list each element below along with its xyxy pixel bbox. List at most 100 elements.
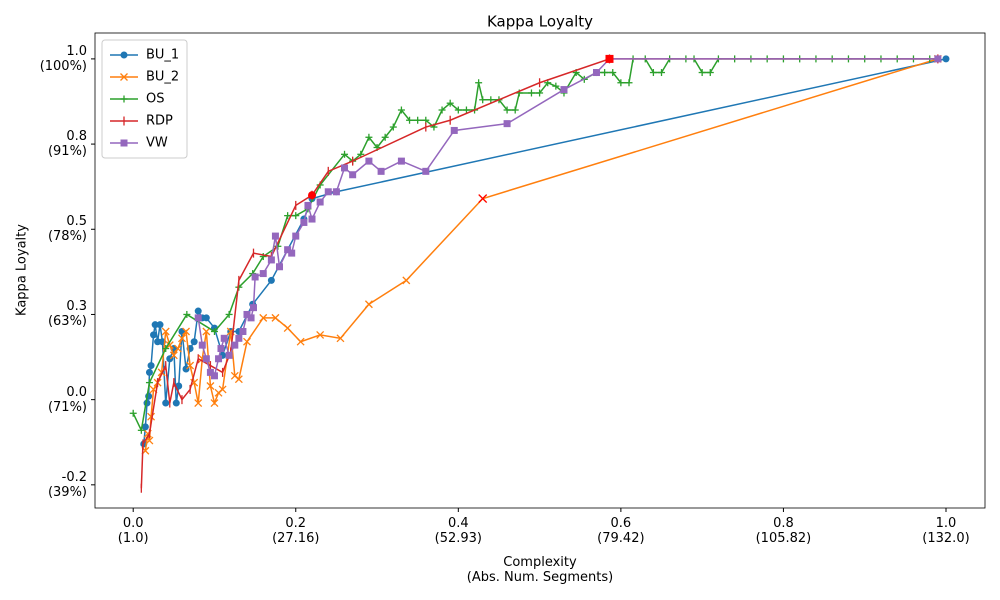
data-point	[304, 201, 312, 209]
marker-part	[156, 321, 164, 329]
marker-part	[336, 334, 345, 343]
x-tick-label: 1.0 (132.0)	[922, 516, 970, 546]
data-point	[934, 55, 942, 63]
x-tick-label: 0.0 (1.0)	[117, 516, 149, 546]
marker-part	[162, 399, 170, 407]
y-tick-label: 0.3 (63%)	[47, 299, 87, 330]
marker-part	[300, 218, 308, 226]
marker-part	[230, 371, 239, 380]
marker-part	[308, 215, 316, 223]
data-point	[397, 106, 405, 114]
marker-part	[182, 327, 190, 336]
data-point	[220, 334, 228, 342]
marker-part	[172, 399, 180, 407]
data-point	[397, 157, 405, 165]
data-point	[284, 212, 292, 220]
data-point	[194, 314, 202, 322]
marker-part	[934, 55, 942, 63]
marker-part	[259, 270, 267, 278]
marker-part	[215, 355, 223, 363]
legend-label: RDP	[146, 114, 173, 129]
marker-part	[235, 334, 243, 342]
marker-part	[284, 246, 292, 254]
data-point	[267, 276, 275, 284]
marker-part	[202, 314, 210, 322]
marker-part	[147, 412, 156, 421]
chart-title: Kappa Loyalty	[487, 13, 593, 31]
marker-part	[169, 351, 178, 360]
marker-part	[605, 54, 614, 63]
data-point	[186, 361, 195, 370]
data-point	[178, 334, 186, 343]
marker-part	[349, 171, 357, 179]
marker-part	[450, 126, 458, 134]
data-point	[151, 321, 159, 329]
marker-part	[324, 188, 332, 196]
data-point	[234, 375, 243, 384]
data-point	[243, 310, 251, 318]
data-point	[536, 89, 544, 97]
x-tick-label: 0.8 (105.82)	[755, 516, 812, 546]
marker-part	[259, 313, 268, 322]
data-point	[162, 345, 170, 353]
series-line	[132, 58, 938, 433]
data-point	[206, 368, 214, 376]
marker-part	[377, 167, 385, 175]
data-point	[625, 79, 633, 87]
data-point	[365, 157, 373, 165]
data-point	[182, 327, 190, 336]
data-point	[698, 69, 706, 77]
data-point	[365, 133, 373, 141]
marker-part	[165, 341, 174, 350]
data-point	[454, 106, 462, 114]
data-point	[165, 341, 174, 350]
data-point	[422, 167, 430, 175]
marker-part	[161, 327, 170, 336]
marker-part	[288, 249, 296, 257]
data-point	[249, 304, 257, 312]
data-point	[271, 232, 279, 240]
marker-part	[149, 385, 158, 394]
data-point	[487, 96, 495, 104]
data-point	[324, 188, 332, 196]
data-point	[169, 351, 178, 360]
marker-part	[210, 372, 218, 380]
data-point	[332, 188, 340, 196]
marker-part	[304, 201, 312, 209]
legend-marker	[120, 73, 128, 81]
data-point	[147, 412, 156, 421]
data-point	[150, 331, 158, 339]
data-point	[475, 79, 483, 87]
data-point	[377, 167, 385, 175]
data-point	[141, 423, 149, 431]
marker-part	[198, 341, 206, 349]
marker-part	[194, 314, 202, 322]
data-point	[239, 327, 247, 335]
data-point	[511, 106, 519, 114]
x-tick-label: 0.4 (52.93)	[434, 516, 482, 546]
data-point	[609, 69, 617, 77]
marker-part	[141, 423, 149, 431]
data-point	[560, 86, 568, 94]
marker-part	[120, 51, 128, 59]
data-point	[215, 355, 223, 363]
x-axis-label: Complexity (Abs. Num. Segments)	[466, 555, 614, 585]
data-point	[706, 69, 714, 77]
data-point	[210, 399, 219, 408]
marker-part	[210, 399, 219, 408]
highlight-point	[478, 194, 488, 204]
y-tick-label: -0.2 (39%)	[47, 469, 87, 500]
data-point	[503, 106, 511, 114]
y-tick-label: 0.8 (91%)	[47, 129, 87, 160]
data-point	[316, 198, 324, 206]
data-point	[414, 116, 422, 124]
marker-part	[194, 307, 202, 315]
highlight-point	[605, 54, 614, 63]
marker-part	[120, 139, 128, 147]
data-point	[406, 116, 414, 124]
data-point	[284, 246, 292, 254]
data-point	[259, 270, 267, 278]
marker-part	[243, 310, 251, 318]
data-point	[251, 273, 259, 281]
